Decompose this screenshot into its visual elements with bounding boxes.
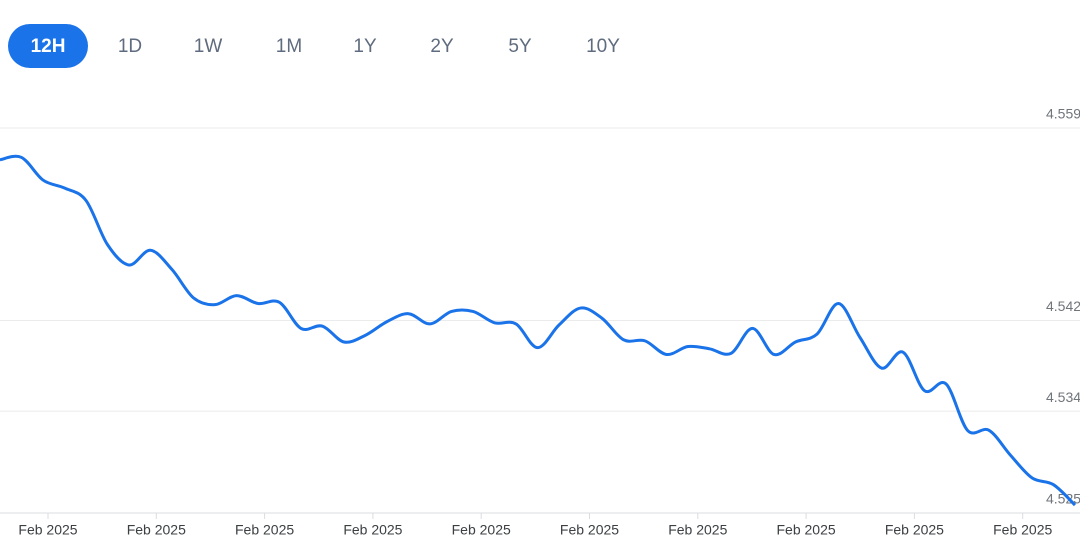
- x-tick-label: Feb 2025: [885, 522, 944, 538]
- x-tick-label: Feb 2025: [452, 522, 511, 538]
- time-range-tab[interactable]: 2Y: [430, 36, 454, 57]
- time-range-tab[interactable]: 1D: [118, 36, 142, 57]
- x-tick-label: Feb 2025: [668, 522, 727, 538]
- x-tick-label: Feb 2025: [235, 522, 294, 538]
- time-range-tab[interactable]: 1Y: [353, 36, 377, 57]
- x-tick-label: Feb 2025: [777, 522, 836, 538]
- x-tick-label: Feb 2025: [993, 522, 1052, 538]
- time-range-tab[interactable]: 12H: [31, 36, 66, 57]
- price-line: [0, 154, 1077, 507]
- y-tick-label: 4.534: [1046, 389, 1080, 405]
- time-range-tab[interactable]: 5Y: [508, 36, 532, 57]
- time-range-tab[interactable]: 1W: [194, 36, 223, 57]
- x-tick-label: Feb 2025: [18, 522, 77, 538]
- tab-selected-bg[interactable]: [8, 24, 88, 68]
- x-tick-label: Feb 2025: [127, 522, 186, 538]
- time-range-tab[interactable]: 1M: [276, 36, 302, 57]
- x-tick-label: Feb 2025: [343, 522, 402, 538]
- x-tick-label: Feb 2025: [560, 522, 619, 538]
- y-tick-label: 4.542: [1046, 298, 1080, 314]
- time-range-tab[interactable]: 10Y: [586, 36, 620, 57]
- y-tick-label: 4.559: [1046, 106, 1080, 122]
